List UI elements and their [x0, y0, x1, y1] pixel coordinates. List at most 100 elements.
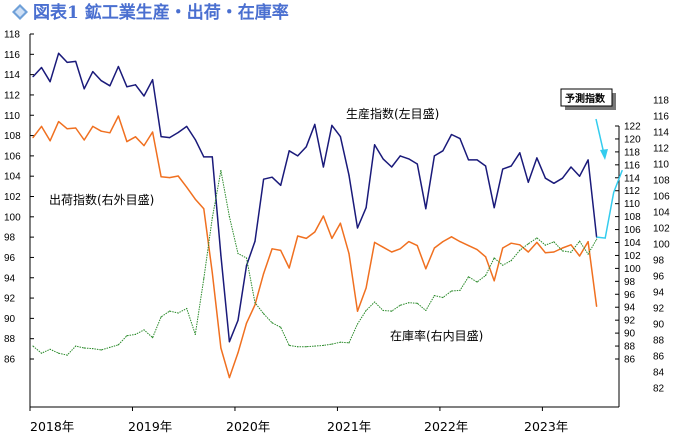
series-2-point — [143, 329, 145, 331]
left-tick-label: 88 — [4, 334, 16, 345]
right-outer-tick-label: 116 — [653, 112, 669, 123]
x-tick-label: 2019年 — [128, 419, 172, 434]
series-0-point — [75, 60, 77, 63]
series-2-point — [442, 296, 444, 299]
forecast-callout-box — [560, 88, 613, 107]
series-2-point — [75, 345, 77, 347]
series-0-point — [578, 175, 581, 177]
right-outer-tick-label: 106 — [653, 192, 670, 203]
series-1-point — [339, 222, 342, 224]
series-2-point — [126, 335, 128, 337]
series-0-point — [561, 177, 564, 179]
right-outer-tick-label: 92 — [653, 304, 665, 315]
left-tick-label: 114 — [4, 70, 20, 81]
series-2-point — [134, 333, 137, 336]
right-inner-tick-label: 100 — [624, 264, 641, 275]
forecast-callout: 予測指数 — [560, 88, 616, 160]
series-1-point — [502, 247, 504, 249]
series-1-point — [544, 252, 547, 254]
right-outer-tick-label: 108 — [653, 176, 670, 187]
left-axis-ticks: 86 88 90 92 94 96 98 100 102 104 106 108 110 112 114 11… — [4, 30, 34, 366]
series-0-point — [374, 144, 376, 146]
series-0-point — [83, 88, 85, 90]
series-2-point — [49, 348, 51, 350]
series-2-point — [450, 290, 453, 292]
series-2-point — [459, 289, 461, 291]
series-0-point — [459, 138, 461, 140]
right-inner-tick-label: 120 — [624, 134, 641, 145]
right-outer-tick-label: 84 — [653, 368, 665, 379]
series-0-point — [442, 150, 444, 152]
series-1-point — [356, 310, 359, 312]
series-2-point — [356, 323, 359, 325]
right-outer-tick-label: 110 — [653, 160, 669, 171]
series-2-point — [109, 346, 111, 348]
series-1-point — [519, 244, 521, 246]
series-0-point — [348, 174, 350, 176]
left-tick-label: 118 — [4, 30, 20, 41]
left-tick-label: 86 — [4, 355, 16, 366]
chart-title: 図表1 鉱工業生産・出荷・在庫率 — [12, 2, 289, 23]
series-1-point — [280, 249, 282, 251]
series-0-point — [476, 159, 478, 161]
series-2-point — [408, 302, 410, 304]
series-0-point — [160, 135, 162, 138]
series-1-point — [245, 322, 248, 324]
series-1-point — [408, 241, 410, 243]
right-outer-tick-label: 104 — [653, 208, 670, 219]
series-2-point — [425, 309, 427, 312]
right-outer-tick-label: 82 — [653, 384, 665, 395]
x-tick-label: 2020年 — [226, 419, 270, 434]
left-tick-label: 108 — [4, 131, 21, 142]
right-outer-tick-label: 90 — [653, 320, 665, 331]
left-tick-label: 98 — [4, 233, 16, 244]
series-2-point — [553, 241, 555, 243]
series-2-point — [365, 309, 367, 312]
right-outer-tick-label: 86 — [653, 352, 665, 363]
left-tick-label: 94 — [4, 273, 16, 284]
series-1-point — [536, 241, 538, 243]
series-2-point — [32, 345, 34, 347]
series-1-point — [433, 247, 435, 249]
forecast-callout-text: 予測指数 — [565, 92, 606, 105]
right-outer-tick-label: 114 — [653, 128, 669, 139]
series-2-point — [245, 257, 248, 259]
production-series-label: 生産指数(左目盛) — [346, 106, 439, 121]
series-1-point — [203, 208, 205, 210]
series-2-point — [314, 345, 316, 347]
series-1-point — [66, 128, 68, 130]
right-inner-tick-label: 110 — [624, 199, 640, 210]
series-2-point — [203, 278, 205, 280]
series-1-point — [314, 231, 316, 233]
right-inner-tick-label: 94 — [624, 303, 636, 314]
series-2-point — [194, 333, 196, 336]
series-1-point — [254, 304, 256, 306]
series-1-point — [151, 131, 154, 133]
series-1-point — [348, 253, 350, 255]
series-2-point — [237, 252, 239, 255]
chart-title-text: 図表1 鉱工業生産・出荷・在庫率 — [33, 2, 289, 23]
series-0-point — [32, 76, 34, 78]
right-outer-tick-label: 98 — [653, 256, 665, 267]
series-1-point — [442, 241, 444, 243]
series-2-point — [160, 316, 162, 318]
series-0-point — [553, 182, 555, 184]
series-0-point — [510, 165, 512, 167]
series-1-point — [331, 237, 333, 239]
series-0-point — [544, 177, 547, 179]
right-inner-tick-label: 88 — [624, 342, 636, 353]
series-0-point — [288, 150, 290, 152]
series-0-point — [305, 146, 307, 148]
right-inner-tick-label: 114 — [624, 173, 640, 184]
series-2-point — [382, 309, 384, 312]
series-1-point — [194, 198, 196, 200]
series-2-point — [476, 281, 478, 283]
series-0-point — [109, 85, 111, 87]
right-inner-tick-label: 92 — [624, 316, 636, 327]
series-1-point — [476, 249, 478, 251]
x-axis-ticks: 2018年 2019年 2020年 2021年 2022年 2023年 — [29, 407, 568, 434]
series-0-point — [237, 319, 239, 322]
right-outer-tick-label: 96 — [653, 272, 665, 283]
series-0-point — [40, 66, 43, 69]
series-0-point — [425, 208, 427, 210]
